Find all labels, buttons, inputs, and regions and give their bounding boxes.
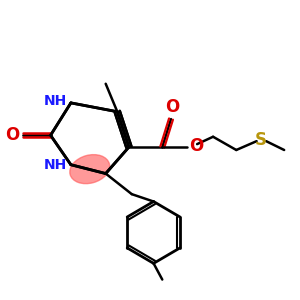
Text: NH: NH [44,158,68,172]
Text: O: O [165,98,180,116]
Text: S: S [255,131,267,149]
Ellipse shape [70,154,110,184]
Text: O: O [5,126,20,144]
Text: NH: NH [44,94,68,108]
Text: O: O [189,136,203,154]
